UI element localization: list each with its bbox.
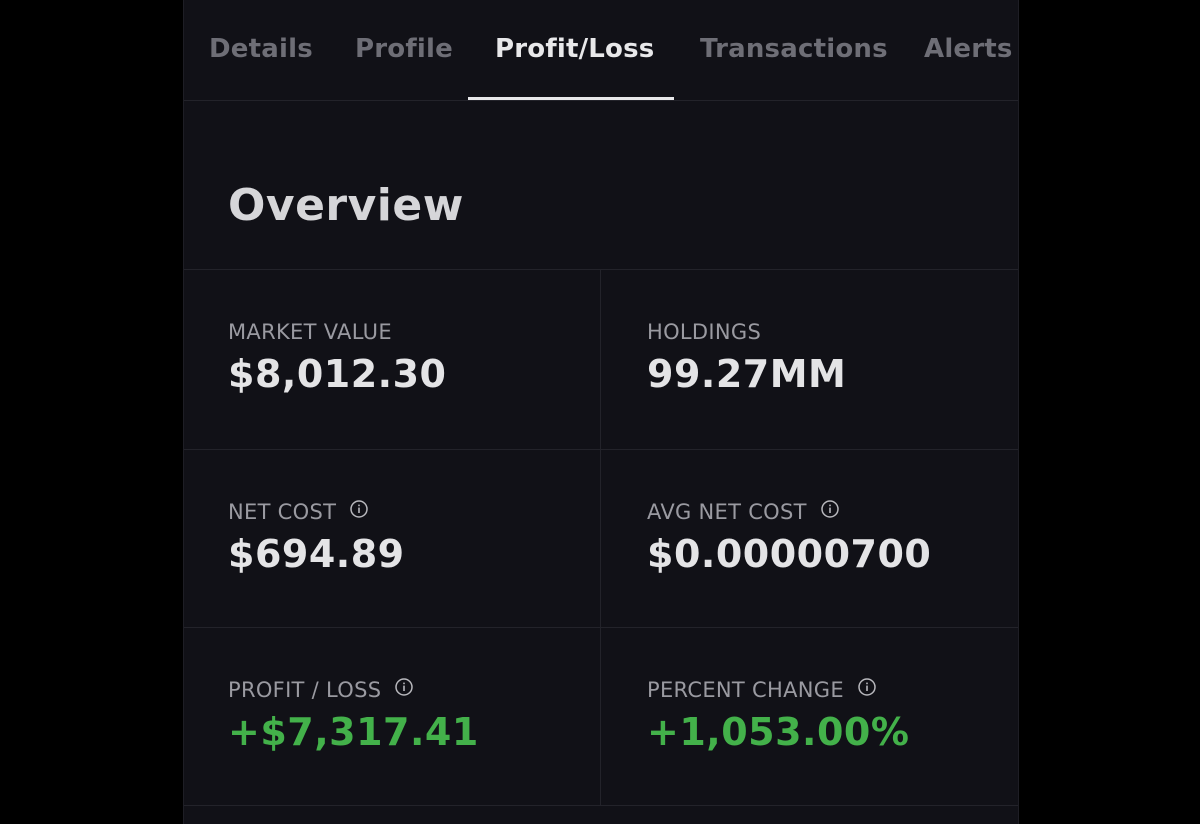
stat-label: PERCENT CHANGE [647,678,1047,702]
divider [184,269,1018,270]
stat-net-cost: NET COST $694.89 [228,500,628,576]
tab-alerts[interactable]: Alerts [924,34,1013,64]
column-divider [600,270,601,806]
info-icon[interactable] [858,678,876,696]
market-value-label: MARKET VALUE [228,320,392,344]
stat-label: NET COST [228,500,628,524]
info-icon[interactable] [395,678,414,696]
avg-net-cost-label: AVG NET COST [647,500,807,524]
stat-percent-change: PERCENT CHANGE +1,053.00% [647,678,1047,754]
stat-label: HOLDINGS [647,320,1047,344]
stat-holdings: HOLDINGS 99.27MM [647,320,1047,396]
active-tab-indicator [468,97,674,100]
tab-transactions[interactable]: Transactions [700,34,888,64]
divider [184,627,1018,628]
tab-profit-loss[interactable]: Profit/Loss [495,34,655,64]
tab-bar: Details Profile Profit/Loss Transactions… [184,0,1018,101]
divider [184,805,1018,806]
percent-change-amount: +1,053.00% [647,710,910,754]
info-icon[interactable] [350,500,368,518]
stat-label: PROFIT / LOSS [228,678,628,702]
stat-market-value: MARKET VALUE $8,012.30 [228,320,628,396]
profit-loss-label: PROFIT / LOSS [228,678,382,702]
stat-profit-loss: PROFIT / LOSS +$7,317.41 [228,678,628,754]
holdings-amount: 99.27MM [647,352,847,396]
avg-net-cost-amount: $0.00000700 [647,532,932,576]
stat-label: MARKET VALUE [228,320,628,344]
asset-panel: Details Profile Profit/Loss Transactions… [183,0,1019,824]
tab-details[interactable]: Details [209,34,313,64]
divider [184,449,1018,450]
net-cost-amount: $694.89 [228,532,405,576]
info-icon[interactable] [821,500,839,518]
overview-title: Overview [228,180,464,231]
tab-profile[interactable]: Profile [355,34,453,64]
percent-change-label: PERCENT CHANGE [647,678,844,702]
profit-loss-amount: +$7,317.41 [228,710,479,754]
net-cost-label: NET COST [228,500,337,524]
stat-label: AVG NET COST [647,500,1047,524]
stat-avg-net-cost: AVG NET COST $0.00000700 [647,500,1047,576]
market-value-amount: $8,012.30 [228,352,447,396]
holdings-label: HOLDINGS [647,320,762,344]
